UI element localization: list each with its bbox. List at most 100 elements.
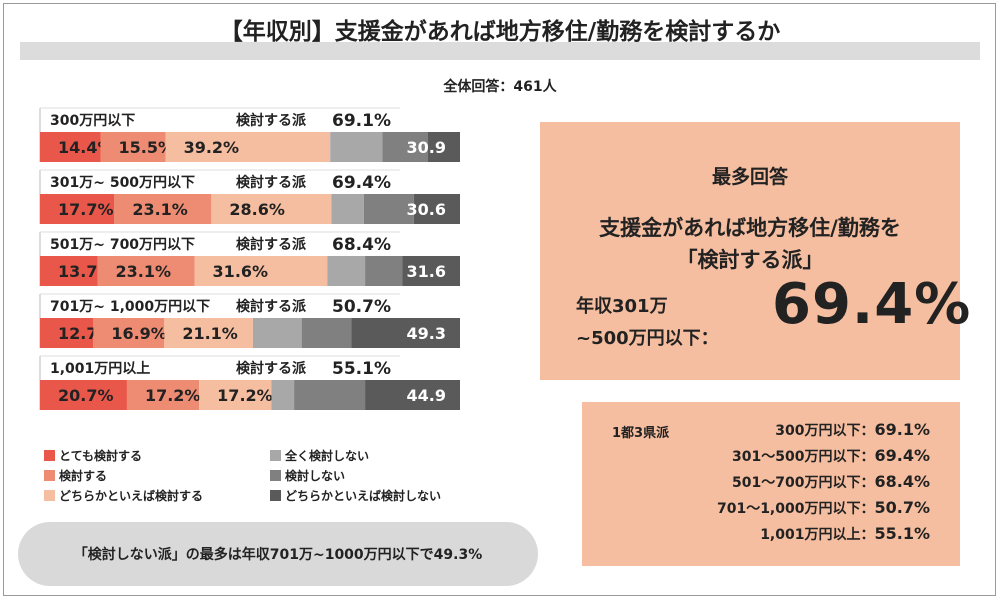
bar-segment	[252, 318, 302, 348]
summary-row-label: 1,001万円以上：	[760, 527, 875, 543]
data-label: 31.6%	[213, 262, 269, 281]
legend-label: 全く検討しない	[285, 449, 370, 463]
data-label: 23.1%	[116, 262, 172, 281]
category-label: 501万~ 700万円以下	[50, 237, 195, 253]
legend-label: どちらかといえば検討する	[59, 489, 204, 503]
bar-segment	[211, 194, 332, 224]
legend-item-if-anything-likely: どちらかといえば検討する	[44, 487, 203, 504]
summary-row-label: 501～700万円以下：	[732, 475, 875, 491]
summary-row-label: 301～500万円以下：	[732, 449, 875, 465]
bar-segment	[164, 318, 253, 348]
bar-segment	[351, 318, 460, 348]
bar-segment	[40, 318, 94, 348]
data-label: 17.2%	[217, 386, 273, 405]
bar-segment	[100, 132, 166, 162]
bar-segment	[126, 380, 200, 410]
summary-row-label: 701～1,000万円以下：	[716, 501, 875, 517]
bar-segment	[40, 256, 98, 286]
data-label: 15.5%	[118, 138, 174, 157]
summary-row-label: 300万円以下：	[775, 423, 875, 439]
category-label: 701万~ 1,000万円以下	[50, 299, 210, 315]
legend-swatch	[270, 450, 281, 461]
bar-segment	[40, 194, 115, 224]
bar-segment	[271, 380, 295, 410]
data-label: 49.3	[407, 324, 446, 343]
data-label: 23.1%	[132, 200, 188, 219]
consider-label: 検討する派	[236, 360, 307, 377]
summary-box: 1都3県派 300万円以下：69.1% 301～500万円以下：69.4% 50…	[582, 402, 960, 566]
summary-row: 300万円以下：69.1%	[775, 420, 930, 440]
highlight-category-line1: 年収301万	[576, 296, 668, 317]
data-label: 30.6	[407, 200, 446, 219]
bar-segment	[93, 318, 165, 348]
bar-segment	[413, 194, 460, 224]
legend-swatch	[44, 490, 55, 501]
category-label: 1,001万円以上	[50, 361, 150, 377]
summary-row: 1,001万円以上：55.1%	[760, 524, 930, 544]
bar-segment	[331, 194, 364, 224]
data-label: 20.7%	[58, 386, 114, 405]
legend-swatch	[270, 490, 281, 501]
data-label: 17.7%	[58, 200, 114, 219]
bar-segment	[40, 132, 101, 162]
highlight-heading: 最多回答	[711, 166, 788, 188]
consider-value: 69.4%	[332, 173, 391, 193]
legend-label: 検討する	[59, 469, 108, 483]
bar-segment	[330, 132, 383, 162]
highlight-category-line2: ~500万円以下：	[576, 328, 719, 349]
consider-label: 検討する派	[236, 174, 307, 191]
title-underline	[20, 42, 980, 60]
category-label: 300万円以下	[50, 113, 135, 129]
summary-row-value: 50.7%	[874, 498, 930, 517]
bar-segment	[365, 380, 460, 410]
data-label: 28.6%	[229, 200, 285, 219]
note-callout: 「検討しない派」の最多は年収701万~1000万円以下で49.3%	[18, 522, 538, 586]
legend-item-unlikely: 検討しない	[270, 467, 345, 484]
bar-segment	[199, 380, 272, 410]
consider-value: 68.4%	[332, 235, 391, 255]
bar-segment	[97, 256, 195, 286]
summary-row: 301～500万円以下：69.4%	[732, 446, 930, 466]
consider-value: 69.1%	[332, 111, 391, 131]
summary-row-value: 69.4%	[874, 446, 930, 465]
bar-segment	[427, 132, 460, 162]
summary-row: 501～700万円以下：68.4%	[732, 472, 930, 492]
legend-item-not-at-all: 全く検討しない	[270, 447, 369, 464]
bar-segment	[165, 132, 331, 162]
consider-value: 55.1%	[332, 359, 391, 379]
data-label: 17.2%	[145, 386, 201, 405]
highlight-line2: 「検討する派」	[676, 248, 824, 272]
highlight-value: 69.4%	[772, 272, 972, 337]
highlight-box: 最多回答 支援金があれば地方移住/勤務を 「検討する派」 年収301万 ~500…	[540, 122, 970, 380]
consider-label: 検討する派	[236, 236, 307, 253]
bar-segment	[402, 256, 460, 286]
data-label: 21.1%	[182, 324, 238, 343]
data-label: 16.9%	[111, 324, 167, 343]
bar-segment	[363, 194, 414, 224]
consider-value: 50.7%	[332, 297, 391, 317]
bar-segment	[327, 256, 366, 286]
bar-segment	[40, 380, 127, 410]
data-label: 39.2%	[184, 138, 240, 157]
legend-swatch	[270, 470, 281, 481]
consider-label: 検討する派	[236, 112, 307, 129]
legend-label: 検討しない	[285, 469, 346, 483]
legend-item-likely: 検討する	[44, 467, 107, 484]
bar-segment	[301, 318, 352, 348]
data-label: 30.9	[407, 138, 446, 157]
summary-row: 701～1,000万円以下：50.7%	[717, 498, 930, 518]
legend-label: とても検討する	[59, 449, 143, 463]
summary-row-value: 69.1%	[874, 420, 930, 439]
bar-segment	[365, 256, 403, 286]
legend-item-very-likely: とても検討する	[44, 447, 142, 464]
legend-label: どちらかといえば検討しない	[285, 489, 442, 503]
chart-title: 【年収別】支援金があれば地方移住/勤務を検討するか	[219, 19, 781, 45]
summary-row-value: 55.1%	[874, 524, 930, 543]
consider-label: 検討する派	[236, 298, 307, 315]
data-label: 44.9	[407, 386, 446, 405]
legend-swatch	[44, 450, 55, 461]
summary-row-value: 68.4%	[874, 472, 930, 491]
legend-swatch	[44, 470, 55, 481]
category-label: 301万~ 500万円以下	[50, 175, 195, 191]
